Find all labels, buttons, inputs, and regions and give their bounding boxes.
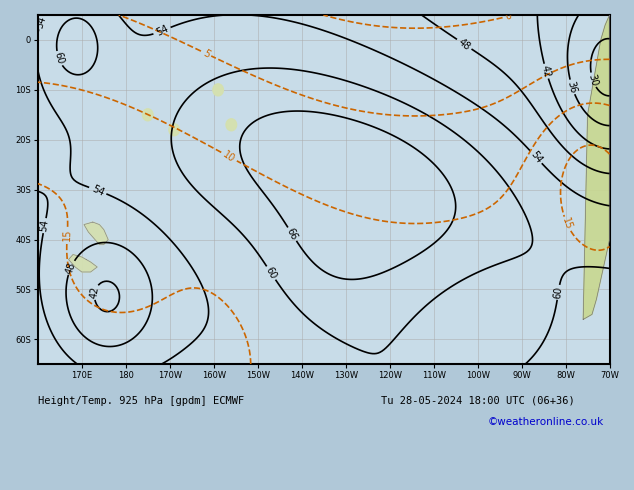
Text: 15: 15 — [560, 217, 574, 231]
Polygon shape — [68, 254, 97, 272]
Text: 42: 42 — [89, 285, 101, 299]
Text: 15: 15 — [62, 228, 72, 241]
Polygon shape — [84, 222, 108, 245]
Circle shape — [213, 84, 223, 96]
Text: ©weatheronline.co.uk: ©weatheronline.co.uk — [488, 416, 604, 427]
Text: 30: 30 — [586, 73, 599, 87]
Text: 54: 54 — [34, 15, 48, 29]
Circle shape — [226, 119, 236, 131]
Text: 66: 66 — [285, 226, 299, 242]
Text: 42: 42 — [540, 64, 552, 78]
Text: 10: 10 — [221, 149, 237, 164]
Text: 54: 54 — [528, 149, 544, 165]
Circle shape — [143, 109, 153, 121]
Text: 60: 60 — [53, 51, 65, 66]
Text: Tu 28-05-2024 18:00 UTC (06+36): Tu 28-05-2024 18:00 UTC (06+36) — [381, 396, 574, 406]
Text: 48: 48 — [64, 260, 77, 275]
Text: 54: 54 — [154, 24, 170, 38]
Text: 60: 60 — [264, 265, 278, 281]
Polygon shape — [583, 15, 609, 319]
Text: 54: 54 — [90, 183, 105, 197]
Text: 48: 48 — [456, 36, 472, 52]
Text: Height/Temp. 925 hPa [gpdm] ECMWF: Height/Temp. 925 hPa [gpdm] ECMWF — [38, 396, 244, 406]
Text: 54: 54 — [39, 219, 51, 232]
Text: 36: 36 — [566, 80, 578, 94]
Circle shape — [169, 124, 179, 136]
Text: 0: 0 — [504, 11, 513, 22]
Text: 60: 60 — [553, 286, 564, 299]
Text: 5: 5 — [201, 48, 211, 59]
